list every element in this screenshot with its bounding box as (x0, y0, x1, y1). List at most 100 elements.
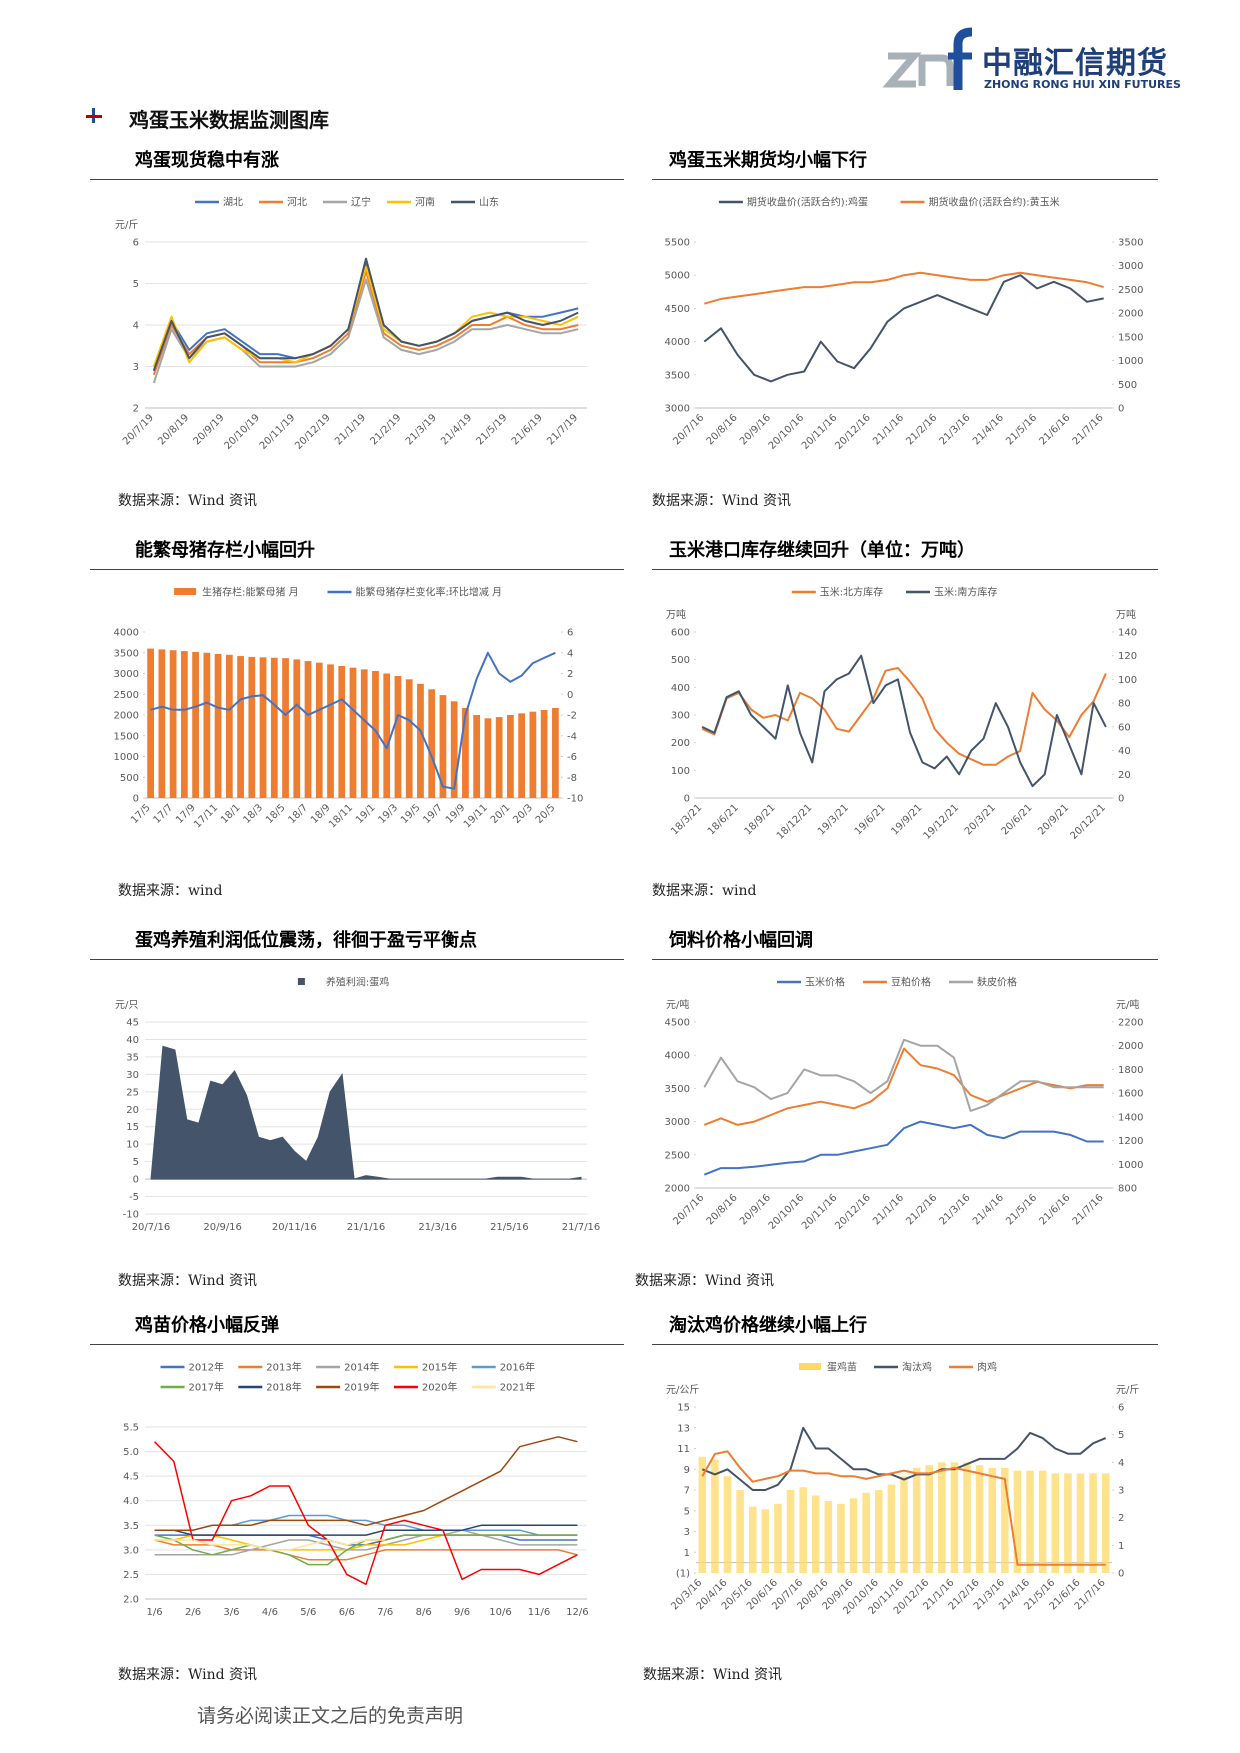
line (152, 257, 579, 372)
x-tick-label: 18/12/21 (775, 802, 815, 842)
y-tick-label: 500 (120, 773, 139, 784)
y2-tick-label: 500 (1118, 380, 1137, 391)
y2-tick-label: -10 (567, 794, 583, 805)
panel-title: 玉米港口库存继续回升（单位：万吨） (669, 540, 975, 561)
bar (711, 1459, 719, 1573)
chart: 3000 3500 4000 4500 5000 5500 0 500 1000 1500 2000… (665, 196, 1144, 452)
y-tick-label: 30 (126, 1070, 139, 1081)
legend-label: 2014年 (344, 1361, 379, 1374)
x-tick-label: 20/9/21 (1036, 802, 1071, 837)
y2-tick-label: 60 (1118, 722, 1131, 733)
bar (1076, 1473, 1085, 1573)
x-tick-label: 20/12/16 (833, 412, 873, 452)
x-tick-label: 21/5/16 (1004, 1192, 1039, 1227)
y2-tick-label: 5 (1118, 1430, 1124, 1441)
company-name: 中融汇信期货 (982, 46, 1168, 81)
x-tick-label: 19/3 (376, 802, 400, 826)
x-tick-label: 9/6 (454, 1607, 470, 1618)
y2-tick-label: 20 (1118, 770, 1131, 781)
legend-label: 玉米:北方库存 (820, 586, 883, 599)
bar (1001, 1467, 1009, 1573)
x-tick-label: 21/6/16 (1037, 1192, 1072, 1227)
y2-tick-label: 0 (1118, 794, 1124, 805)
legend-label: 2016年 (500, 1361, 535, 1374)
bar (1101, 1473, 1110, 1573)
y2-tick-label: 2000 (1118, 309, 1143, 320)
x-tick-label: 21/5/16 (490, 1222, 529, 1233)
x-tick-label: 20/1 (489, 802, 513, 826)
bar (293, 659, 301, 798)
legend-label: 河北 (287, 197, 307, 209)
x-tick-label: 21/4/16 (971, 412, 1006, 447)
y-tick-label: 4.5 (123, 1472, 139, 1483)
bar (327, 664, 334, 798)
y-tick-label: 5 (684, 1506, 690, 1517)
bar (887, 1484, 896, 1573)
x-tick-label: 21/1/19 (333, 412, 368, 447)
x-tick-label: 1/6 (147, 1607, 163, 1618)
bar (938, 1462, 946, 1573)
y-tick-label: 4.0 (123, 1496, 139, 1507)
legend-label: 2015年 (422, 1361, 457, 1374)
y-tick-label: 0 (133, 1175, 139, 1186)
bar (507, 715, 514, 798)
x-tick-label: 21/6/19 (510, 412, 545, 447)
bar (147, 648, 154, 798)
y2-tick-label: 2 (567, 669, 573, 680)
section-icon (86, 108, 102, 123)
bar (417, 683, 424, 798)
x-tick-label: 21/2/16 (904, 412, 939, 447)
legend-label: 2013年 (266, 1361, 301, 1374)
data-source: 数据来源：Wind 资讯 (652, 493, 792, 509)
panel-rule (652, 569, 1158, 570)
bar (349, 667, 357, 798)
x-tick-label: 19/5 (399, 802, 423, 826)
y2-tick-label: 100 (1118, 675, 1137, 686)
data-source: 数据来源：Wind 资讯 (118, 493, 258, 509)
legend-label: 2021年 (500, 1381, 535, 1394)
line (701, 1426, 1107, 1491)
bar (484, 718, 492, 798)
y-tick-label: 40 (126, 1035, 139, 1046)
x-tick-label: 20/7/16 (132, 1222, 171, 1233)
x-tick-label: 18/7 (286, 802, 310, 826)
bar (450, 701, 458, 798)
bar (225, 654, 233, 798)
line (152, 265, 579, 367)
legend-label: 2020年 (422, 1381, 457, 1394)
legend-label: 养殖利润:蛋鸡 (326, 976, 389, 989)
bar (259, 657, 267, 798)
x-tick-label: 17/7 (152, 802, 176, 826)
area (150, 1045, 582, 1180)
y2-tick-label: 1 (1118, 1541, 1124, 1552)
legend-label: 期货收盘价(活跃合约):黄玉米 (929, 196, 1060, 209)
y-tick-label: 9 (684, 1465, 690, 1476)
x-tick-label: 20/12/16 (833, 1192, 873, 1232)
footer: 请务必阅读正文之后的免责声明 (197, 1705, 464, 1727)
y-unit: 元/吨 (666, 998, 689, 1011)
y-tick-label: 1 (684, 1548, 690, 1559)
y2-tick-label: 6 (1118, 1403, 1124, 1414)
bar (925, 1465, 933, 1573)
y-tick-label: 2000 (665, 1184, 690, 1195)
bar (462, 707, 469, 798)
chart: -10 -5 0 5 10 15 20 25 30 35 40 45 元/只 20/7/16 20/9/16… (115, 976, 600, 1234)
y2-tick-label: 3 (1118, 1486, 1124, 1497)
x-tick-label: 21/7/16 (1071, 1192, 1106, 1227)
y-tick-label: 3 (684, 1527, 690, 1538)
y-tick-label: -5 (129, 1192, 139, 1203)
y-tick-label: -10 (123, 1210, 139, 1221)
y-tick-label: 3000 (665, 1117, 690, 1128)
bar (270, 657, 278, 798)
line (154, 1529, 578, 1556)
y2-tick-label: 1000 (1118, 1160, 1143, 1171)
x-tick-label: 20/10/16 (767, 1192, 807, 1232)
panel-title: 饲料价格小幅回调 (669, 930, 813, 951)
y2-tick-label: 1000 (1118, 356, 1143, 367)
y-tick-label: 100 (671, 766, 690, 777)
bar (723, 1476, 732, 1573)
x-tick-label: 11/6 (528, 1607, 550, 1618)
y-tick-label: 15 (677, 1403, 690, 1414)
bar (811, 1495, 820, 1573)
